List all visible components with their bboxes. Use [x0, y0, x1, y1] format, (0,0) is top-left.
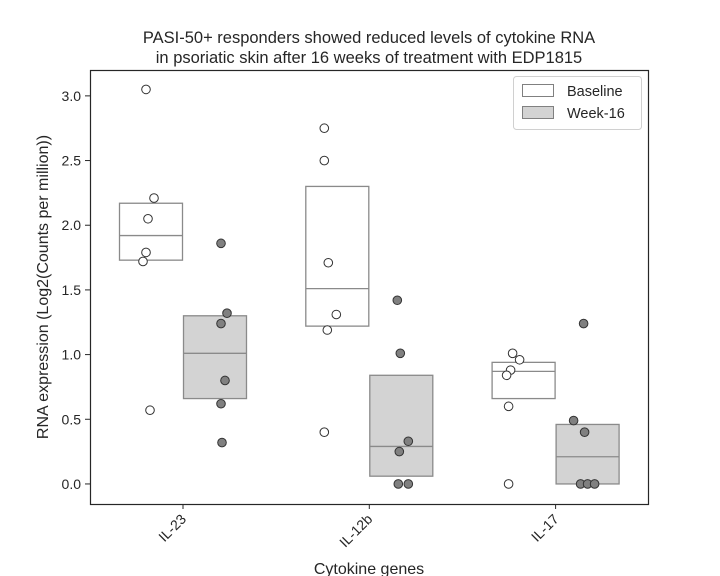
box-week-16-il-12b — [369, 374, 434, 477]
data-point — [568, 415, 579, 426]
box-iqr — [369, 374, 434, 477]
legend-swatch-baseline — [522, 84, 554, 97]
data-point — [143, 213, 153, 224]
data-point — [403, 436, 414, 447]
data-point — [393, 479, 404, 489]
data-point — [141, 84, 151, 95]
data-point — [589, 479, 600, 489]
data-point — [323, 257, 334, 268]
data-point — [141, 247, 151, 258]
legend-swatch-week-16 — [522, 106, 554, 119]
data-point — [501, 370, 512, 381]
y-tick-label: 0.5 — [62, 411, 82, 427]
data-point — [149, 193, 159, 203]
data-point — [220, 375, 230, 386]
box-baseline-il-23 — [118, 202, 184, 261]
data-point — [216, 398, 226, 409]
box-baseline-il-12b — [305, 185, 370, 327]
data-point — [394, 446, 405, 457]
data-point — [578, 318, 589, 329]
data-point — [331, 309, 342, 320]
x-axis-label: Cytokine genes — [314, 561, 424, 576]
legend: Baseline Week-16 — [513, 76, 642, 130]
data-point — [319, 427, 330, 438]
chart-title-line-2: in psoriatic skin after 16 weeks of trea… — [156, 49, 582, 67]
data-point — [503, 479, 514, 489]
x-tick-label: IL-23 — [155, 511, 189, 545]
legend-label-baseline: Baseline — [567, 84, 623, 100]
data-point — [319, 123, 330, 134]
data-point — [392, 295, 403, 306]
data-point — [579, 427, 590, 438]
data-point — [319, 155, 330, 166]
y-tick-label: 2.0 — [62, 217, 82, 233]
y-tick-label: 3.0 — [62, 88, 82, 104]
y-tick-label: 2.5 — [62, 153, 82, 169]
y-tick-label: 1.5 — [62, 282, 82, 298]
y-axis-label: RNA expression (Log2(Counts per million)… — [35, 135, 52, 439]
data-point — [222, 308, 232, 318]
x-tick-label: IL-17 — [528, 511, 562, 545]
box-week-16-il-23 — [182, 315, 248, 400]
y-tick-label: 1.0 — [62, 347, 82, 363]
data-point — [322, 325, 333, 335]
data-point — [403, 479, 414, 489]
box-iqr — [118, 202, 184, 261]
data-point — [395, 348, 406, 359]
x-tick-label: IL-12b — [336, 511, 376, 551]
data-point — [503, 401, 514, 412]
box-iqr — [305, 185, 370, 327]
box-iqr — [182, 315, 248, 400]
box-iqr — [491, 361, 556, 400]
data-point — [145, 405, 155, 416]
data-point — [216, 318, 226, 329]
data-point — [514, 354, 525, 365]
data-point — [216, 238, 226, 249]
box-baseline-il-17 — [491, 361, 556, 400]
data-point — [507, 348, 518, 359]
y-tick-label: 0.0 — [62, 476, 82, 492]
chart-title-line-1: PASI-50+ responders showed reduced level… — [143, 29, 595, 47]
legend-label-week-16: Week-16 — [567, 106, 625, 122]
data-point — [217, 437, 227, 448]
data-point — [138, 256, 148, 267]
